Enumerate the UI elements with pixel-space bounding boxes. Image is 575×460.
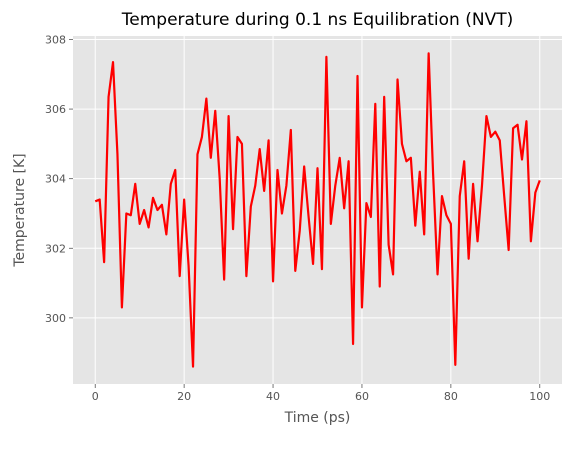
x-axis-label: Time (ps) bbox=[284, 410, 351, 426]
x-tick-label: 0 bbox=[92, 390, 99, 403]
y-axis-label: Temperature [K] bbox=[12, 153, 28, 267]
x-tick-label: 40 bbox=[266, 390, 280, 403]
plot-background bbox=[73, 36, 562, 384]
chart-title: Temperature during 0.1 ns Equilibration … bbox=[121, 10, 513, 30]
x-tick-label: 20 bbox=[177, 390, 191, 403]
x-axis-ticks: 0 20 40 60 80 100 bbox=[92, 384, 550, 403]
y-tick-label: 300 bbox=[45, 312, 66, 325]
temperature-line bbox=[94, 52, 541, 368]
y-tick-label: 302 bbox=[45, 242, 66, 255]
x-tick-label: 60 bbox=[355, 390, 369, 403]
y-tick-label: 304 bbox=[45, 173, 66, 186]
y-tick-label: 306 bbox=[45, 103, 66, 116]
y-tick-label: 308 bbox=[45, 33, 66, 46]
x-tick-label: 100 bbox=[529, 390, 550, 403]
y-axis-ticks: 300 302 304 306 308 bbox=[45, 33, 73, 325]
x-tick-label: 80 bbox=[444, 390, 458, 403]
